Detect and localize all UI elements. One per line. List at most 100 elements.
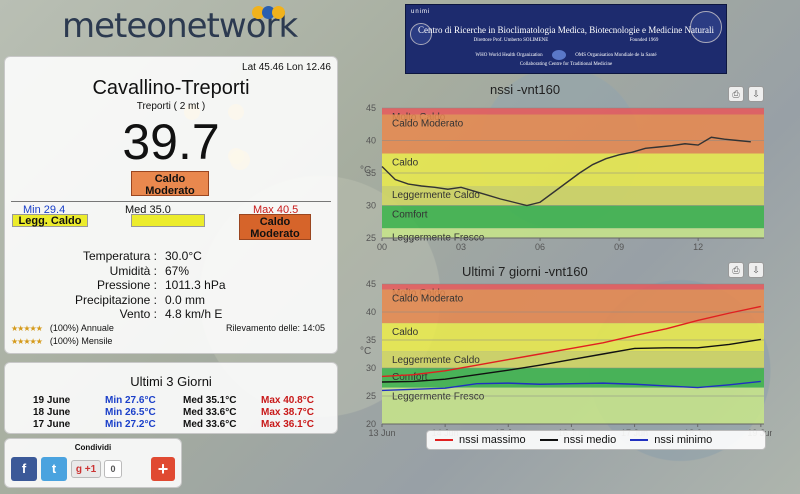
day-row: 17 June Min 27.2°C Med 33.6°C Max 36.1°C — [33, 419, 314, 430]
measurement-label: Precipitazione : — [74, 292, 157, 307]
share-title: Condividi — [74, 443, 112, 452]
band — [382, 205, 764, 229]
band — [382, 153, 764, 186]
measurement-value: 30.0°C — [165, 249, 202, 263]
measurement-row: Vento : 4.8 km/h E — [15, 307, 226, 322]
annual-rating-text: (100%) Annuale — [49, 323, 114, 333]
band — [382, 186, 764, 206]
band — [382, 387, 764, 424]
y-tick-label: 35 — [366, 335, 376, 345]
day-min: Min 27.2°C — [105, 419, 156, 430]
logo-dot — [272, 6, 285, 19]
share-panel: Condividi f t g +1 0 + — [4, 438, 182, 488]
band-label: Leggermente Fresco — [392, 392, 485, 403]
day-med: Med 33.6°C — [183, 407, 237, 418]
banner-unimi: unimi — [411, 9, 431, 15]
y-tick-label: 20 — [366, 419, 376, 429]
comfort-badge: Caldo Moderato — [131, 171, 209, 197]
chart2-title: Ultimi 7 giorni -vnt160 — [462, 264, 588, 279]
google-plus-button[interactable]: g +1 — [71, 460, 101, 478]
series-line — [381, 305, 761, 378]
measurement-value: 0.0 mm — [165, 292, 206, 307]
download-icon[interactable]: ⇩ — [748, 86, 764, 102]
day-max: Max 36.1°C — [261, 419, 314, 430]
twitter-share-button[interactable]: t — [41, 457, 67, 481]
day-max: Max 38.7°C — [261, 407, 314, 418]
station-city: Cavallino-Treporti — [92, 77, 250, 99]
legend-swatch — [435, 439, 453, 442]
y-axis-label: °C — [360, 346, 371, 357]
y-tick-label: 30 — [366, 201, 376, 211]
y-tick-label: 35 — [366, 168, 376, 178]
day-date: 17 June — [33, 419, 71, 430]
logo-dots — [252, 6, 285, 24]
facebook-share-button[interactable]: f — [11, 457, 37, 481]
day-date: 19 June — [33, 395, 71, 406]
day-row: 18 June Min 26.5°C Med 33.6°C Max 38.7°C — [33, 407, 314, 418]
more-share-button[interactable]: + — [151, 457, 175, 481]
series-line — [381, 136, 751, 207]
measurement-label: Umidità : — [109, 263, 157, 278]
measurement-label: Temperatura : — [82, 249, 157, 263]
band-label: Leggermente Caldo — [392, 190, 480, 201]
y-tick-label: 40 — [366, 136, 376, 146]
band-label: Caldo Moderato — [392, 119, 464, 130]
day-med: Med 35.1°C — [183, 395, 237, 406]
legend-item[interactable]: nssi medio — [539, 434, 616, 446]
banner-title: Centro di Ricerche in Bioclimatologia Me… — [418, 25, 714, 35]
y-tick-label: 45 — [366, 103, 376, 113]
day-med: Med 33.6°C — [183, 419, 237, 430]
legend-item[interactable]: nssi minimo — [630, 434, 712, 446]
y-tick-label: 25 — [366, 391, 376, 401]
x-tick-label: 09 — [614, 242, 624, 252]
band — [382, 323, 764, 352]
current-temperature: 39.7 — [122, 114, 220, 170]
band-label: Caldo — [392, 158, 419, 169]
banner-collab: Collaborating Centre for Traditional Med… — [519, 62, 613, 67]
legend-item[interactable]: nssi massimo — [435, 434, 526, 446]
min-badge: Legg. Caldo — [12, 214, 88, 227]
measurement-label: Vento : — [119, 307, 157, 321]
band-label: Leggermente Caldo — [392, 355, 480, 366]
measurement-row: Temperatura : 30.0°C — [15, 249, 226, 264]
med-badge — [131, 214, 205, 227]
series-line — [381, 338, 761, 383]
banner-who: WHO World Health Organization OMS Organi… — [406, 50, 726, 60]
download-icon[interactable]: ⇩ — [748, 262, 764, 278]
measurement-row: Umidità : 67% — [15, 264, 226, 279]
measurement-list: Temperatura : 30.0°C Umidità :67% Pressione… — [15, 249, 226, 322]
print-icon[interactable]: ⎙ — [728, 86, 744, 102]
band-label: Caldo Moderato — [392, 294, 464, 305]
legend-swatch — [539, 439, 558, 442]
x-tick-label: 00 — [377, 242, 387, 252]
station-panel: Lat 45.46 Lon 12.46 Cavallino-Treporti T… — [4, 56, 338, 354]
x-tick-label: 12 — [693, 242, 703, 252]
band — [382, 289, 764, 324]
station-latlon: Lat 45.46 Lon 12.46 — [242, 62, 331, 73]
university-seal-icon — [690, 11, 722, 43]
band-label: Comfort — [392, 210, 428, 221]
last-three-days-panel: Ultimi 3 Giorni 19 June Min 27.6°C Med 35.… — [4, 362, 338, 434]
band-label: Comfort — [392, 372, 428, 383]
print-icon[interactable]: ⎙ — [728, 262, 744, 278]
banner-director-name: Direttore Prof. Umberto SOLIMENE — [473, 38, 549, 43]
x-tick-label: 06 — [535, 242, 545, 252]
legend-swatch — [630, 439, 649, 442]
measurement-value: 4.8 km/h E — [165, 307, 223, 321]
series-line — [381, 380, 761, 392]
unimi-seal-icon — [410, 23, 432, 45]
google-plus-count: 0 — [104, 460, 122, 478]
research-centre-banner[interactable]: unimi Centro di Ricerche in Bioclimatolo… — [405, 4, 727, 74]
legend-label: nssi massimo — [459, 434, 526, 446]
day-min: Min 27.6°C — [105, 395, 156, 406]
banner-director: Direttore Prof. Umberto SOLIMENE Founded… — [406, 38, 726, 43]
stat-min: Min 29.4 — [23, 204, 66, 216]
annual-rating: ★★★★★ (100%) Annuale — [11, 323, 114, 333]
station-subtitle: Treporti ( 2 mt ) — [136, 101, 206, 112]
last-update: Rilevamento delle: 14:05 — [225, 323, 325, 333]
measurement-label: Pressione : — [96, 278, 157, 292]
who-emblem-icon — [551, 50, 566, 60]
monthly-rating-text: (100%) Mensile — [49, 336, 113, 346]
